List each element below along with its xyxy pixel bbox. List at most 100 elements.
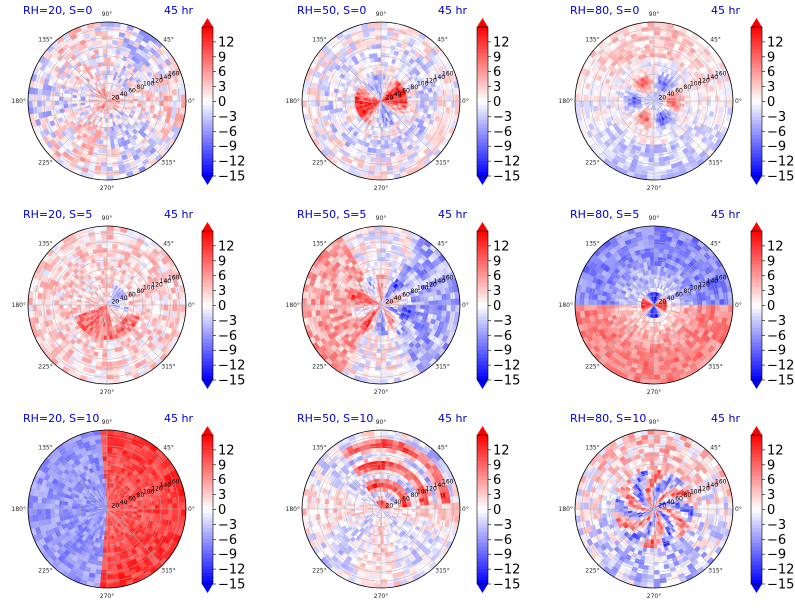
- heatmap-cell: [653, 43, 660, 49]
- heatmap-cell: [109, 265, 115, 271]
- heatmap-cell: [647, 30, 655, 36]
- heatmap-cell: [693, 96, 699, 102]
- heatmap-cell: [411, 100, 417, 105]
- colorbar-segment: [477, 135, 488, 140]
- colorbar-tick-label: −15: [218, 170, 245, 185]
- heatmap-cell: [649, 48, 655, 54]
- angular-tick-label: 180°: [559, 98, 573, 105]
- heatmap-cell: [384, 57, 389, 63]
- colorbar-segment: [202, 30, 213, 35]
- colorbar-tick-label: 12: [493, 35, 510, 50]
- colorbar-segment: [202, 71, 213, 76]
- heatmap-cells: [27, 21, 187, 181]
- heatmap-cell: [301, 93, 307, 102]
- heatmap-cell: [106, 265, 111, 271]
- heatmap-cell: [380, 74, 384, 80]
- heatmap-cell: [701, 100, 707, 106]
- colorbar-tick-label: −12: [218, 155, 245, 170]
- heatmap-cell: [301, 100, 307, 109]
- heatmap-cell: [106, 48, 112, 54]
- colorbar-tick-label: −9: [767, 140, 786, 155]
- colorbar-segment: [477, 45, 488, 50]
- heatmap-cell: [627, 98, 633, 102]
- heatmap-cell: [102, 140, 108, 146]
- heatmap-cell: [354, 98, 360, 102]
- radial-tick-label: 20: [659, 95, 667, 102]
- heatmap-cell: [58, 304, 64, 310]
- heatmap-cell: [653, 21, 662, 27]
- colorbar-segment: [751, 60, 762, 65]
- heatmap-cell: [653, 153, 660, 159]
- heatmap-cell: [653, 48, 659, 54]
- heatmap-cell: [106, 269, 111, 275]
- heatmap-cell: [455, 100, 461, 109]
- heatmap-cell: [71, 97, 77, 102]
- heatmap-cell: [380, 65, 385, 71]
- heatmap-cell: [376, 52, 382, 58]
- heatmap-cell: [314, 95, 320, 102]
- colorbar-tick-label: −6: [767, 125, 786, 140]
- heatmap-cell: [433, 100, 439, 107]
- colorbar-segment: [751, 116, 762, 121]
- heatmap-cell: [374, 30, 382, 36]
- heatmap-cell: [109, 61, 115, 67]
- heatmap-cell: [141, 103, 147, 109]
- heatmap-cell: [375, 157, 382, 163]
- heatmap-cell: [63, 93, 69, 98]
- heatmap-cell: [102, 344, 108, 350]
- heatmap-cell: [106, 61, 111, 67]
- colorbar-segment: [477, 153, 488, 158]
- heatmap-cell: [437, 100, 443, 107]
- heatmap-cell: [146, 304, 152, 310]
- colorbar-segment: [477, 161, 488, 166]
- heatmap-cell: [648, 162, 655, 168]
- colorbar-segment: [751, 127, 762, 132]
- heatmap-cell: [128, 304, 134, 308]
- colorbar-segment: [477, 105, 488, 110]
- colorbar-tick-label: −9: [493, 140, 512, 155]
- heatmap-cell: [110, 261, 115, 267]
- heatmap-cell: [653, 56, 659, 62]
- heatmap-cell: [647, 166, 655, 172]
- heatmap-cell: [583, 100, 589, 108]
- heatmap-cell: [648, 43, 655, 49]
- colorbar-segment: [477, 164, 488, 170]
- heatmap-cell: [648, 153, 655, 159]
- heatmap-cell: [106, 162, 113, 168]
- colorbar-segment: [751, 153, 762, 158]
- heatmap-cell: [649, 144, 655, 150]
- angular-tick-label: 180°: [286, 98, 300, 105]
- radial-tick-label: 40: [394, 91, 402, 98]
- heatmap-cell: [341, 97, 347, 102]
- heatmap-cell: [58, 296, 65, 302]
- colorbar-tick-label: −12: [493, 155, 520, 170]
- heatmap-cell: [181, 93, 187, 102]
- colorbar-segment: [477, 56, 488, 62]
- colorbar-segment: [751, 123, 762, 129]
- heatmap-cell: [380, 43, 387, 49]
- heatmap-cell: [380, 39, 387, 45]
- heatmap-cell: [380, 148, 386, 154]
- colorbar-tick-label: 0: [218, 95, 226, 110]
- panel-time-label: 45 hr: [711, 4, 740, 17]
- heatmap-cell: [377, 135, 382, 141]
- colorbar-segment: [477, 27, 488, 32]
- heatmap-cell: [98, 143, 104, 150]
- colorbar-tick-label: 6: [767, 65, 775, 80]
- colorbar-segment: [202, 27, 213, 32]
- colorbar-tick-label: 3: [493, 80, 501, 95]
- heatmap-cell: [653, 39, 660, 45]
- heatmap-cell: [649, 148, 655, 154]
- colorbar-segment: [477, 71, 488, 76]
- heatmap-cell: [172, 94, 178, 102]
- heatmap-cell: [596, 100, 602, 107]
- heatmap-cell: [102, 256, 108, 262]
- heatmap-cell: [103, 131, 108, 137]
- heatmap-cell: [376, 48, 382, 54]
- heatmap-cell: [106, 344, 112, 350]
- heatmap-cell: [657, 57, 662, 63]
- heatmap-cell: [618, 97, 624, 102]
- heatmap-cell: [154, 300, 160, 306]
- heatmap-cell: [310, 94, 316, 102]
- heatmap-cell: [106, 140, 112, 146]
